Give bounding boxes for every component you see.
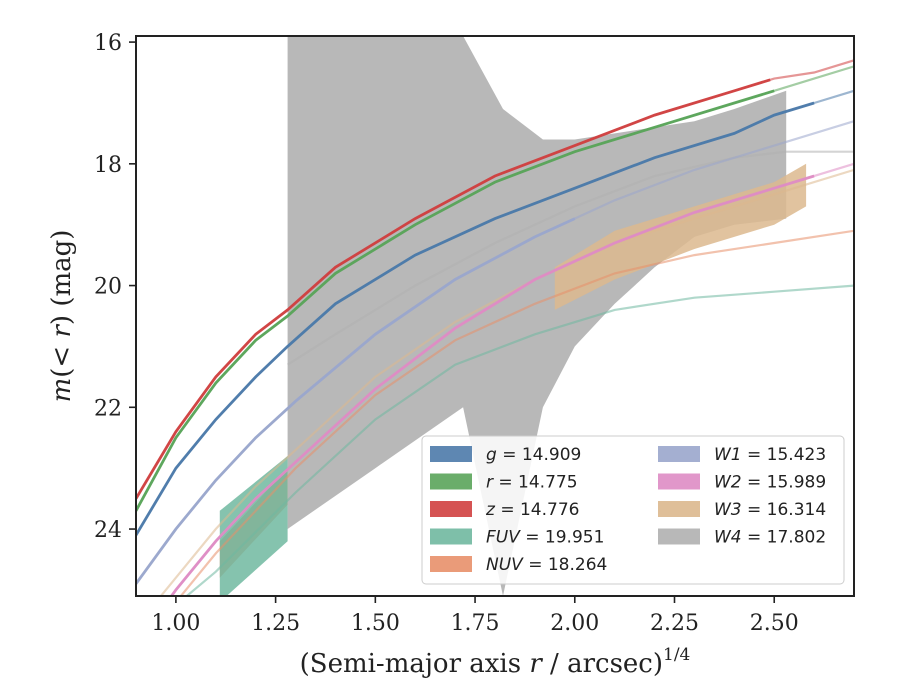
- x-tick-label: 2.50: [750, 611, 799, 636]
- band-w4: [287, 36, 787, 596]
- legend-label-w4: W4 = 17.802: [714, 528, 826, 548]
- x-tick-label: 1.50: [351, 611, 400, 636]
- line-w3-extrapolated: [159, 168, 854, 596]
- legend-box: [421, 435, 845, 585]
- legend-label-w3: W3 = 16.314: [714, 500, 826, 520]
- x-tick-label: 1.75: [451, 611, 500, 636]
- legend-swatch-w1: [658, 446, 700, 462]
- line-w4-extrapolated: [287, 150, 854, 366]
- legend-swatch-w4: [658, 528, 700, 545]
- legend-swatch-fuv: [430, 528, 472, 545]
- legend-label-w1: W1 = 15.423: [714, 445, 826, 465]
- plot-frame: [135, 35, 855, 597]
- legend-swatch-g: [430, 446, 472, 462]
- x-tick-label: 2.25: [650, 611, 699, 636]
- line-nuv-extrapolated: [179, 229, 854, 596]
- band-fuv: [219, 456, 288, 596]
- y-tick-label: 22: [94, 396, 122, 421]
- x-tick-label: 1.00: [151, 611, 200, 636]
- y-tick-label: 24: [94, 518, 122, 543]
- x-axis-label: (Semi-major axis r / arcsec)1/4: [300, 645, 691, 679]
- legend-label-z: z = 14.776: [485, 500, 579, 520]
- legend-label-w2: W2 = 15.989: [714, 473, 826, 493]
- series-lines: [136, 59, 854, 596]
- legend-label-fuv: FUV = 19.951: [486, 528, 604, 548]
- legend-label-g: g = 14.909: [486, 445, 581, 465]
- x-tick-label: 1.25: [251, 611, 300, 636]
- line-w1: [136, 217, 576, 585]
- y-tick-label: 20: [94, 275, 122, 300]
- legend: g = 14.909 r = 14.775 z = 14.776 FUV = 19.9…: [421, 435, 845, 585]
- line-z: [136, 78, 771, 500]
- x-tick-label: 2.00: [550, 611, 599, 636]
- y-tick-label: 18: [94, 153, 122, 178]
- legend-swatch-nuv: [430, 556, 472, 572]
- legend-label-nuv: NUV = 18.264: [486, 555, 607, 575]
- y-tick-label: 16: [94, 31, 122, 56]
- legend-swatch-w2: [658, 473, 700, 490]
- y-axis-ticks: 16 18 20 22 24: [94, 31, 136, 543]
- y-axis-label: m(< r) (mag): [47, 230, 77, 403]
- x-axis-ticks: 1.00 1.25 1.50 1.75 2.00 2.25 2.50: [151, 596, 799, 636]
- legend-swatch-z: [430, 501, 472, 517]
- legend-label-r: r = 14.775: [486, 473, 578, 493]
- line-g: [136, 101, 815, 536]
- line-r: [136, 89, 775, 512]
- legend-swatch-w3: [658, 501, 700, 517]
- legend-swatch-r: [430, 473, 472, 490]
- line-w2: [169, 174, 815, 596]
- line-fuv-extrapolated: [185, 284, 854, 596]
